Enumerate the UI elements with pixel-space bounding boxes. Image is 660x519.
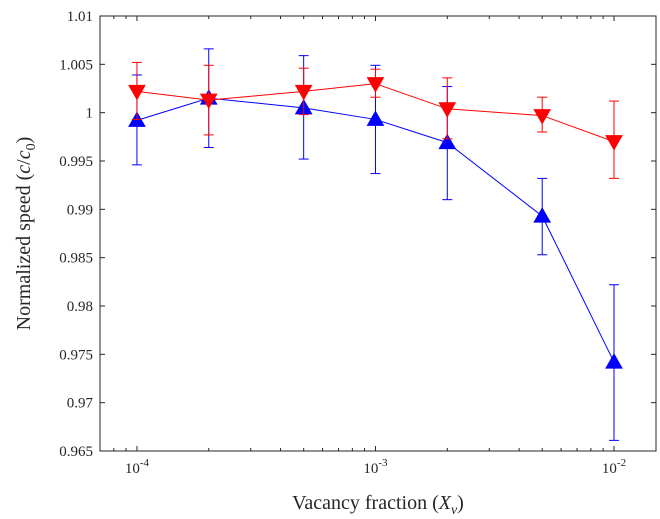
y-tick-label: 0.97 — [67, 396, 94, 412]
data-point-triangle-up — [366, 110, 385, 126]
y-tick-label: 0.985 — [59, 251, 93, 267]
y-tick-label: 1 — [86, 106, 94, 122]
x-axis-label: Vacancy fraction (Xv) — [292, 492, 464, 518]
x-axis-symbol: X — [438, 492, 452, 514]
data-point-triangle-down — [438, 102, 457, 118]
y-tick-label: 0.995 — [59, 154, 93, 170]
axis-ticks: 0.965 0.97 0.975 0.98 0.985 0.99 0.995 1 1.005 1.… — [59, 9, 656, 477]
x-axis-label-text: Vacancy fraction — [292, 492, 427, 514]
data-point-triangle-down — [533, 109, 552, 125]
x-tick-label: 10-3 — [363, 457, 388, 477]
y-tick-label: 0.975 — [59, 347, 93, 363]
axes-box — [99, 15, 657, 452]
x-tick-exponent: -2 — [617, 457, 626, 469]
data-point-triangle-up — [438, 133, 457, 150]
x-tick-label: 10-4 — [125, 457, 150, 477]
y-axis-symbol-num: c — [13, 165, 35, 174]
y-tick-label: 0.98 — [67, 299, 93, 315]
data-point-triangle-down — [128, 84, 146, 101]
data-point-triangle-down — [605, 135, 623, 151]
plot-marks — [128, 48, 623, 441]
y-axis-subscript: 0 — [24, 143, 39, 150]
y-axis-symbol-den: c — [13, 150, 35, 159]
y-axis-label-text: Normalized speed — [13, 185, 35, 330]
data-point-triangle-up — [533, 207, 552, 223]
x-tick-exponent: -4 — [140, 457, 150, 469]
data-point-triangle-down — [294, 84, 313, 101]
y-axis-label: Normalized speed (c/c0) — [13, 137, 39, 331]
y-tick-label: 1.01 — [67, 9, 93, 25]
x-tick-base: 10 — [125, 461, 140, 477]
data-point-triangle-down — [366, 77, 385, 93]
x-tick-base: 10 — [363, 461, 378, 477]
x-tick-exponent: -3 — [378, 457, 388, 469]
x-tick-base: 10 — [602, 461, 617, 477]
x-axis-subscript: v — [451, 503, 458, 518]
y-tick-label: 0.965 — [59, 444, 93, 460]
y-tick-label: 1.005 — [59, 57, 93, 73]
y-tick-label: 0.99 — [67, 202, 93, 218]
data-point-triangle-up — [605, 353, 623, 369]
data-point-triangle-down — [199, 93, 218, 110]
x-tick-label: 10-2 — [602, 457, 626, 477]
